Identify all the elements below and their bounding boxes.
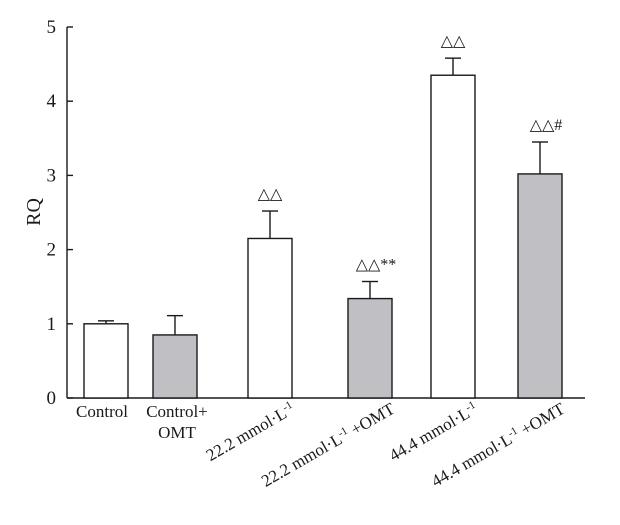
- category-label-part: +OMT: [344, 399, 399, 442]
- y-tick-label: 3: [47, 165, 57, 186]
- y-tick-label: 5: [47, 17, 57, 38]
- significance-label: △△**: [356, 257, 397, 274]
- category-label: 22.2 mmol·L-1: [203, 399, 298, 465]
- significance-label: △△: [441, 33, 466, 50]
- significance-label: △△: [258, 186, 283, 203]
- category-label-part: 44.4 mmol·L: [428, 429, 515, 490]
- y-tick-label: 0: [47, 388, 57, 409]
- y-axis-title: RQ: [23, 198, 45, 226]
- bar: [247, 237, 293, 399]
- bar: [430, 74, 476, 399]
- bar: [347, 297, 393, 399]
- y-tick-label: 4: [47, 91, 57, 112]
- category-label-part: +OMT: [514, 399, 569, 442]
- category-label-part: 22.2 mmol·L: [203, 404, 290, 465]
- bar: [83, 323, 129, 399]
- y-tick-label: 1: [47, 314, 57, 335]
- category-label: OMT: [158, 423, 196, 442]
- y-tick-label: 2: [47, 240, 57, 261]
- category-label-part: 22.2 mmol·L: [258, 429, 345, 490]
- bar: [517, 173, 563, 399]
- bar: [152, 334, 198, 399]
- category-label: Control+: [146, 402, 208, 421]
- category-label: Control: [76, 402, 128, 421]
- significance-label: △△#: [530, 117, 563, 134]
